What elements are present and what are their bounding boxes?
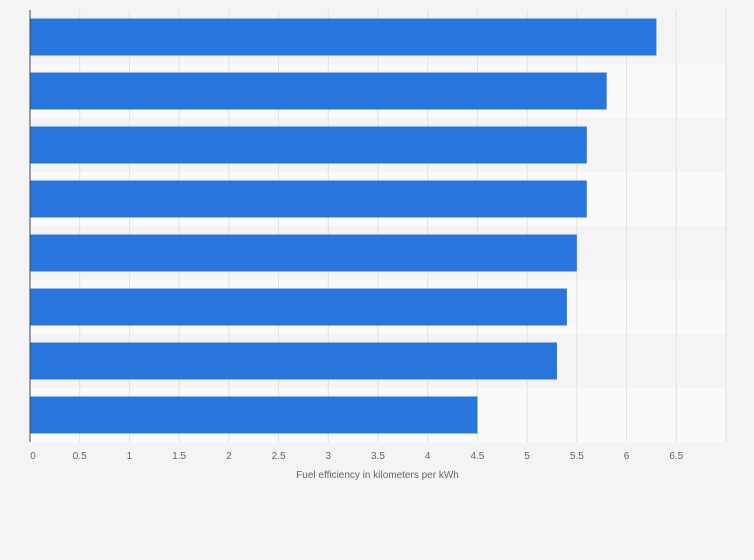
- x-tick-label: 5.5: [570, 451, 584, 462]
- bar[interactable]: [30, 180, 587, 218]
- x-tick-label: 1.5: [172, 451, 186, 462]
- x-axis-ticks: 0 0.5 1 1.5 2 2.5 3 3.5 4 4.5 5 5.5 6 6.5: [30, 451, 683, 462]
- bars: [30, 18, 657, 434]
- x-tick-label: 2: [226, 451, 232, 462]
- x-tick-label: 0.5: [73, 451, 87, 462]
- bar[interactable]: [30, 396, 478, 434]
- x-tick-label: 6: [624, 451, 630, 462]
- x-tick-label: 3: [326, 451, 332, 462]
- x-axis-title: Fuel efficiency in kilometers per kWh: [296, 470, 459, 481]
- x-tick-label: 4: [425, 451, 431, 462]
- bar[interactable]: [30, 126, 587, 164]
- bar[interactable]: [30, 72, 607, 110]
- x-tick-label: 4.5: [470, 451, 484, 462]
- x-tick-label: 5: [524, 451, 530, 462]
- bar[interactable]: [30, 288, 567, 326]
- x-tick-label: 1: [127, 451, 133, 462]
- x-tick-label: 3.5: [371, 451, 385, 462]
- bar[interactable]: [30, 18, 657, 56]
- bar[interactable]: [30, 234, 577, 272]
- x-tick-label: 6.5: [669, 451, 683, 462]
- bar[interactable]: [30, 342, 557, 380]
- x-tick-label: 2.5: [272, 451, 286, 462]
- x-tick-label: 0: [30, 451, 36, 462]
